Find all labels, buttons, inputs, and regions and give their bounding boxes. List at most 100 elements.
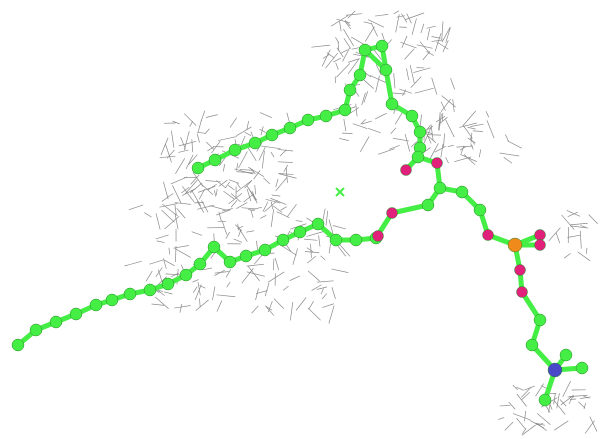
mesh-line [178, 140, 197, 147]
mesh-line [163, 291, 173, 295]
atom [525, 338, 539, 352]
mesh-line [246, 188, 252, 202]
mesh-line [262, 201, 269, 212]
mesh-line [374, 112, 387, 120]
atom [11, 338, 25, 352]
mesh-line [174, 213, 179, 230]
atom [386, 207, 398, 219]
mesh-line [201, 200, 209, 213]
mesh-line [163, 259, 175, 267]
mesh-line [270, 197, 287, 205]
mesh-line [404, 133, 411, 152]
mesh-line [277, 149, 294, 152]
mesh-line [352, 123, 368, 129]
mesh-line [156, 240, 165, 243]
mesh-line [275, 178, 279, 188]
mesh-line [340, 49, 348, 54]
mesh-line [439, 116, 448, 125]
mesh-line [276, 211, 290, 219]
mesh-line [197, 131, 206, 134]
atom [89, 298, 103, 312]
mesh-line [325, 210, 329, 226]
mesh-line [429, 143, 439, 160]
mesh-line [149, 259, 164, 265]
mesh-line [426, 51, 434, 56]
atom [538, 393, 552, 407]
mesh-line [260, 145, 281, 150]
mesh-line [359, 136, 370, 153]
mesh-line [416, 44, 433, 49]
mesh-line [185, 154, 194, 170]
mesh-line [259, 112, 273, 119]
mesh-line [281, 245, 297, 256]
mesh-line [189, 121, 194, 127]
mesh-line [250, 167, 256, 175]
mesh-line [214, 190, 217, 197]
atom [534, 229, 546, 241]
mesh-line [586, 247, 588, 254]
atom [161, 277, 175, 291]
mesh-line [204, 128, 210, 135]
mesh-line [155, 234, 169, 240]
mesh-line [529, 419, 545, 429]
mesh-line [265, 306, 275, 316]
mesh-line [182, 186, 195, 203]
mesh-line [255, 290, 268, 295]
mesh-line [508, 401, 516, 410]
atom [372, 230, 384, 242]
mesh-line [360, 119, 366, 125]
mesh-line [503, 157, 513, 164]
mesh-line [409, 64, 415, 84]
mesh-line [171, 130, 175, 148]
mesh-line [168, 247, 170, 255]
mesh-line [199, 285, 206, 289]
mesh-line [343, 28, 354, 47]
mesh-line [236, 163, 239, 171]
atom [433, 181, 447, 195]
mesh-line [561, 214, 575, 230]
mesh-line [320, 255, 326, 261]
atoms [11, 39, 589, 407]
mesh-line [441, 27, 451, 43]
mesh-line [218, 179, 228, 187]
mesh-line [198, 189, 205, 200]
mesh-line [226, 281, 231, 288]
mesh-line [228, 185, 235, 191]
mesh-line [181, 186, 190, 194]
mesh-line [322, 54, 330, 59]
mesh-line [553, 400, 566, 415]
mesh-line [336, 47, 344, 58]
mesh-line [259, 128, 266, 133]
mesh-line [307, 270, 320, 282]
atom [343, 83, 357, 97]
mesh-line [191, 139, 194, 153]
atom [239, 249, 253, 263]
mesh-line [348, 58, 359, 63]
atom [293, 225, 307, 239]
mesh-line [396, 15, 405, 18]
mesh-line [289, 302, 294, 321]
atom [258, 243, 272, 257]
atom [411, 150, 425, 164]
mesh-line [345, 13, 362, 16]
atom [193, 257, 207, 271]
mesh-line [272, 205, 283, 213]
mesh-line [251, 191, 258, 204]
mesh-line [307, 307, 321, 321]
atom [413, 125, 427, 139]
mesh-line [431, 77, 438, 95]
mesh-line [197, 281, 201, 296]
mesh-line [236, 202, 248, 209]
atom [191, 161, 205, 175]
mesh-line [128, 204, 144, 211]
mesh-line [478, 149, 482, 158]
mesh-line [524, 385, 535, 391]
mesh-line [505, 134, 509, 142]
atom [385, 97, 399, 111]
mesh-line [221, 220, 228, 235]
mesh-line [536, 423, 544, 426]
mesh-line [174, 204, 177, 215]
mesh-line [289, 275, 300, 281]
mesh-line [467, 137, 476, 144]
mesh-line [569, 395, 588, 397]
